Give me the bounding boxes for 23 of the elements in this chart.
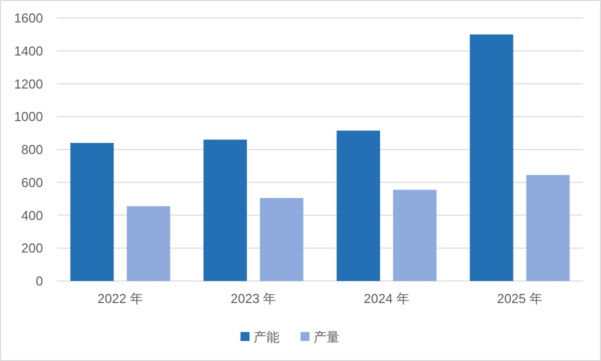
x-tick-label: 2023 年 <box>230 291 276 306</box>
legend-label: 产能 <box>254 330 280 345</box>
y-tick-label: 1200 <box>14 76 43 92</box>
bar <box>526 174 570 281</box>
bar <box>393 190 437 281</box>
y-tick-label: 1000 <box>14 109 43 124</box>
y-tick-label: 1400 <box>14 43 43 58</box>
y-tick-label: 1600 <box>14 10 43 26</box>
x-tick-label: 2025 年 <box>496 291 543 306</box>
x-tick-label: 2022 年 <box>97 291 144 306</box>
bar <box>336 130 380 281</box>
y-tick-label: 400 <box>21 208 43 223</box>
bar <box>126 206 170 281</box>
bar <box>203 140 247 281</box>
x-tick-label: 2024 年 <box>364 291 410 306</box>
bar <box>260 198 304 281</box>
y-tick-label: 800 <box>21 142 43 158</box>
legend-label: 产量 <box>314 330 340 345</box>
bar <box>70 142 114 281</box>
y-tick-label: 0 <box>36 274 43 289</box>
y-tick-label: 600 <box>21 174 43 190</box>
bar <box>470 34 514 281</box>
y-tick-label: 200 <box>21 240 43 256</box>
